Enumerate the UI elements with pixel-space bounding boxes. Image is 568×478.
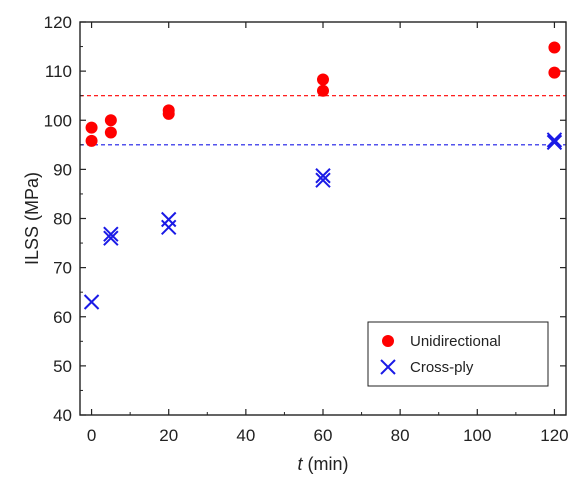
cross-ply-point (103, 226, 119, 242)
unidirectional-point (104, 126, 117, 139)
x-tick-label: 40 (236, 426, 255, 445)
x-tick-label: 60 (314, 426, 333, 445)
cross-ply-point (161, 219, 177, 236)
legend-label-cross-ply: Cross-ply (410, 359, 474, 376)
y-tick-label: 110 (45, 62, 72, 81)
x-tick-label: 100 (463, 426, 491, 445)
unidirectional-point (85, 134, 98, 147)
y-tick-label: 90 (53, 160, 72, 179)
y-tick-label: 40 (53, 406, 72, 425)
cross-ply-point (315, 172, 331, 188)
y-tick-label: 70 (53, 259, 72, 278)
cross-ply-point (103, 230, 119, 246)
legend-marker-cross-ply (380, 359, 396, 375)
unidirectional-point (317, 84, 329, 97)
unidirectional-point (104, 114, 117, 127)
unidirectional-point (85, 121, 98, 134)
legend-label-unidirectional: Unidirectional (410, 333, 501, 350)
cross-ply-point (161, 211, 177, 228)
legend-marker-unidirectional (382, 335, 394, 347)
y-tick-label: 50 (53, 357, 72, 376)
cross-ply-point (315, 168, 331, 184)
x-tick-label: 120 (540, 426, 568, 445)
x-tick-label: 20 (159, 426, 178, 445)
y-tick-label: 100 (44, 111, 72, 130)
y-tick-label: 120 (44, 13, 72, 32)
x-tick-label: 80 (391, 426, 410, 445)
legend: Unidirectional Cross-ply (367, 321, 549, 387)
x-tick-label: 0 (87, 426, 96, 445)
unidirectional-point (162, 107, 175, 120)
y-axis-label: ILSS (MPa) (22, 172, 42, 265)
cross-ply-point (546, 134, 563, 151)
unidirectional-point (548, 41, 561, 54)
x-axis-unit: (min) (303, 454, 349, 474)
x-axis-variable: t (297, 454, 303, 474)
x-axis-label: t (min) (297, 454, 348, 474)
axis-ticks: 0 20 40 60 80 100 120 40 50 60 70 80 90 100 110 120 (44, 13, 568, 445)
data-points (83, 41, 563, 310)
cross-ply-point (83, 294, 100, 310)
legend-box (367, 321, 549, 387)
unidirectional-point (548, 66, 561, 79)
y-tick-label: 60 (53, 308, 72, 327)
y-tick-label: 80 (53, 210, 72, 229)
reference-lines (80, 95, 566, 146)
cross-ply-point (546, 132, 563, 148)
unidirectional-point (317, 73, 329, 86)
